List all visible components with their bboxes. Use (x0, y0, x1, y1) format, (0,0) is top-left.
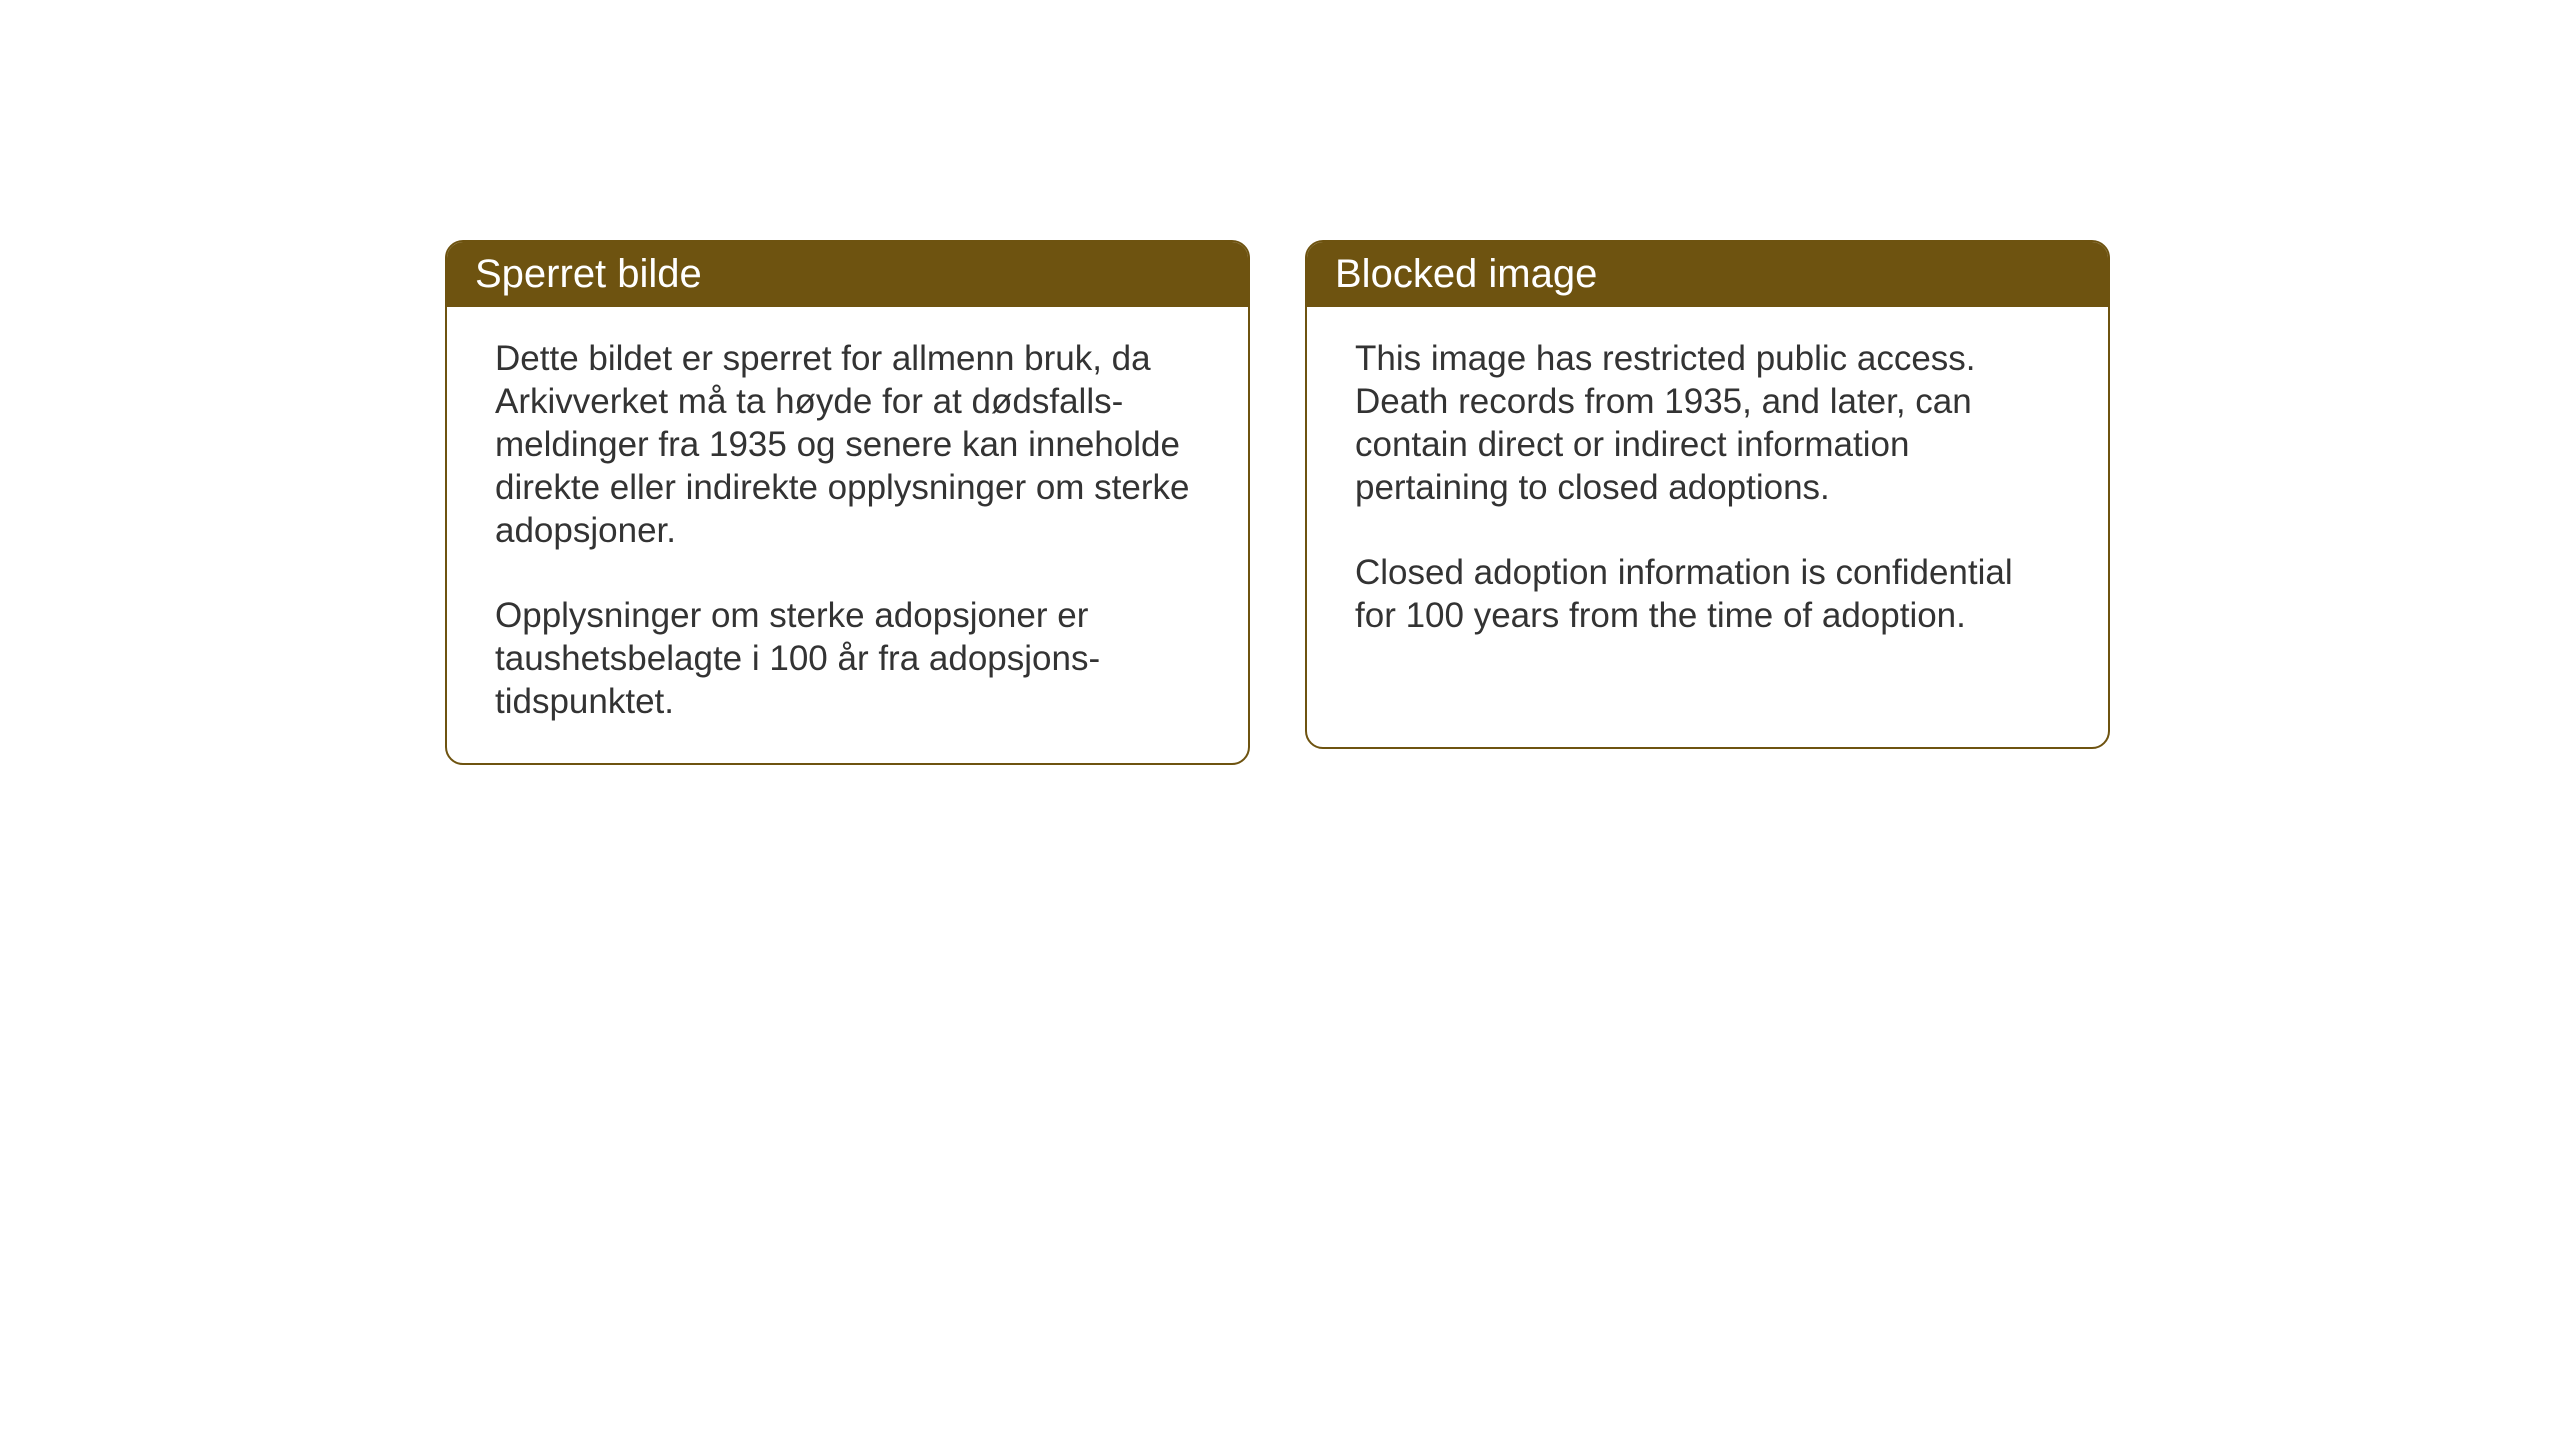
card-header-norwegian: Sperret bilde (447, 242, 1248, 307)
card-paragraph-2-english: Closed adoption information is confident… (1355, 551, 2060, 637)
blocked-image-card-english: Blocked image This image has restricted … (1305, 240, 2110, 749)
card-body-norwegian: Dette bildet er sperret for allmenn bruk… (447, 307, 1248, 763)
card-paragraph-1-english: This image has restricted public access.… (1355, 337, 2060, 509)
notice-container: Sperret bilde Dette bildet er sperret fo… (445, 240, 2110, 765)
blocked-image-card-norwegian: Sperret bilde Dette bildet er sperret fo… (445, 240, 1250, 765)
card-header-english: Blocked image (1307, 242, 2108, 307)
card-paragraph-2-norwegian: Opplysninger om sterke adopsjoner er tau… (495, 594, 1200, 723)
card-paragraph-1-norwegian: Dette bildet er sperret for allmenn bruk… (495, 337, 1200, 552)
card-body-english: This image has restricted public access.… (1307, 307, 2108, 677)
